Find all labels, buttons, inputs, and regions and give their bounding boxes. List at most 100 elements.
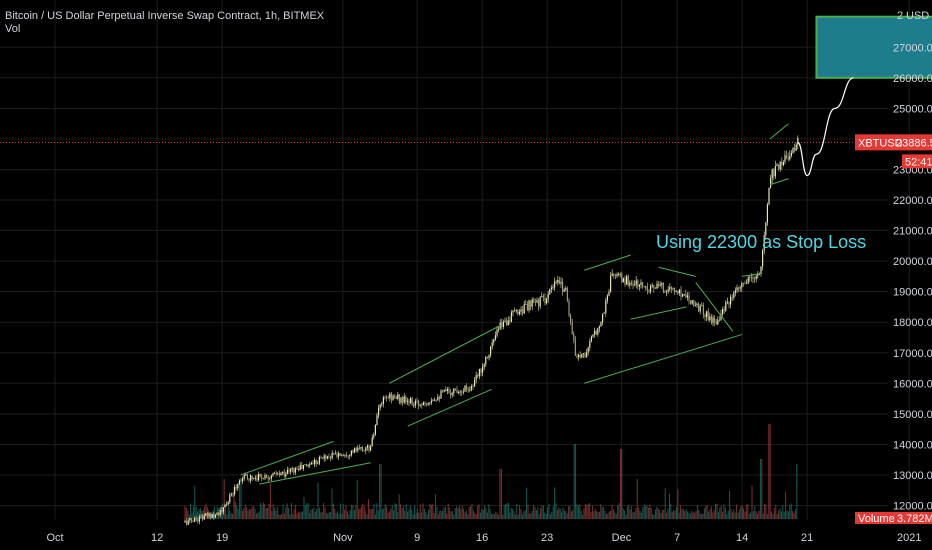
candle <box>766 204 768 223</box>
volume-indicator-label[interactable]: Vol <box>5 23 21 35</box>
candle <box>731 296 733 298</box>
candle <box>723 309 725 311</box>
trend-line[interactable] <box>769 123 789 140</box>
volume-bar <box>212 510 214 519</box>
price-tick-label: 16000.0 <box>893 378 932 390</box>
countdown-value: 52:41 <box>905 156 932 168</box>
price-tick-label: 26000.0 <box>893 73 932 85</box>
candle <box>440 390 442 399</box>
time-tick-label: 2021 <box>897 532 921 544</box>
candle <box>410 398 412 404</box>
candle <box>646 286 648 291</box>
volume-bar <box>220 505 222 519</box>
candle <box>610 276 612 292</box>
trend-line[interactable] <box>630 306 687 320</box>
candle <box>680 289 682 297</box>
price-tick-label: 17000.0 <box>893 348 932 360</box>
projection-path[interactable] <box>797 77 854 177</box>
trend-line[interactable] <box>695 282 734 332</box>
candle <box>342 455 344 456</box>
candle <box>226 504 228 506</box>
candle <box>261 476 263 479</box>
volume-bar <box>555 503 557 519</box>
trend-line[interactable] <box>584 254 631 271</box>
candle <box>483 364 485 367</box>
volume-bar <box>309 513 311 519</box>
volume-bar <box>591 505 593 519</box>
volume-bar <box>493 514 495 519</box>
target-zone-box[interactable] <box>815 15 932 79</box>
candle <box>794 147 796 151</box>
volume-bar <box>719 507 721 519</box>
candle <box>742 283 744 284</box>
volume-bar <box>689 513 691 519</box>
volume-bar <box>355 505 357 519</box>
volume-bar <box>384 504 386 519</box>
candle <box>710 316 712 323</box>
volume-bar <box>351 504 353 519</box>
candle <box>243 474 245 479</box>
candle <box>374 425 376 435</box>
candle <box>650 285 652 292</box>
volume-bar <box>321 512 323 519</box>
candle <box>419 404 421 406</box>
symbol-title[interactable]: Bitcoin / US Dollar Perpetual Inverse Sw… <box>5 10 325 22</box>
trend-line[interactable] <box>407 388 492 427</box>
volume-bar <box>299 512 301 519</box>
volume-bar <box>234 501 236 519</box>
volume-bar <box>695 510 697 519</box>
candle <box>453 388 455 394</box>
candle <box>464 385 466 392</box>
trend-line[interactable] <box>658 266 696 277</box>
candle <box>326 456 328 459</box>
candle <box>368 445 370 451</box>
trend-line[interactable] <box>742 272 761 277</box>
candle <box>506 320 508 326</box>
volume-bar <box>636 478 638 519</box>
trend-lines[interactable] <box>240 123 789 485</box>
volume-bar <box>712 512 714 519</box>
volume-bar <box>255 513 257 519</box>
candle <box>515 309 517 312</box>
volume-bar <box>356 479 358 519</box>
candle <box>389 393 391 399</box>
currency-label[interactable]: 2 USD <box>897 10 929 22</box>
trend-line[interactable] <box>769 178 789 186</box>
candle <box>619 273 621 275</box>
volume-bar <box>239 479 241 519</box>
volume-bar <box>341 513 343 519</box>
volume-bar <box>779 508 781 519</box>
time-axis[interactable]: Oct1219Nov91623Dec7142120218 <box>46 532 932 544</box>
volume-bar <box>260 503 262 519</box>
volume-bar <box>547 506 549 519</box>
candle <box>677 291 679 294</box>
current-price-value: 23886.5 <box>896 137 932 149</box>
volume-bar <box>325 512 327 519</box>
volume-bar <box>796 464 798 519</box>
candle <box>533 299 535 303</box>
volume-bar <box>703 508 705 519</box>
candle <box>358 447 360 449</box>
candle <box>414 400 416 406</box>
stop-loss-annotation[interactable]: Using 22300 as Stop Loss <box>656 232 866 252</box>
volume-bar <box>649 504 651 519</box>
candle <box>685 294 687 298</box>
volume-tag-value: 3.782M <box>897 513 932 525</box>
trend-line[interactable] <box>389 324 501 384</box>
volume-bar <box>755 511 757 519</box>
volume-bar <box>604 510 606 519</box>
volume-bar <box>596 511 598 519</box>
volume-bar <box>348 514 350 519</box>
trend-line[interactable] <box>240 440 334 476</box>
volume-bar <box>401 507 403 519</box>
candle <box>757 274 759 277</box>
candle <box>768 187 770 205</box>
currency-label-text[interactable]: USD <box>906 10 929 22</box>
trend-line[interactable] <box>584 333 743 384</box>
volume-bar <box>464 512 466 519</box>
trend-line[interactable] <box>259 462 371 485</box>
volume-bar <box>771 511 773 519</box>
candle <box>597 328 599 335</box>
candle <box>256 477 258 481</box>
